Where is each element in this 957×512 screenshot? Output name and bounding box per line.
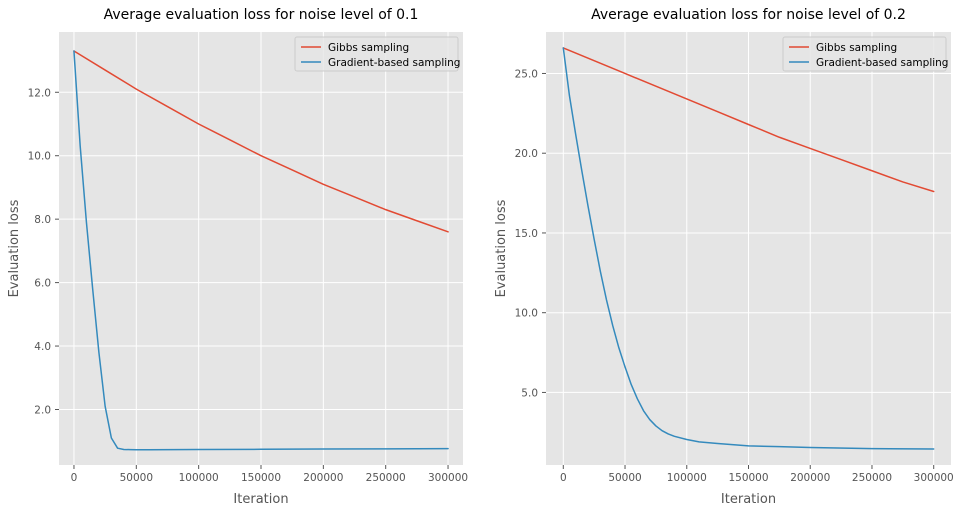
legend-entry-right-0: Gibbs sampling: [816, 42, 897, 54]
y-axis-label-right: Evaluation loss: [494, 199, 509, 297]
legend-right: Gibbs sampling Gradient-based sampling: [782, 36, 948, 72]
x-tick-label-right-3: 150000: [728, 472, 768, 484]
y-tick-label-left-5: 12.0: [28, 87, 51, 99]
x-tick-label-right-5: 250000: [852, 472, 892, 484]
legend-entry-left-0: Gibbs sampling: [328, 42, 409, 54]
legend-entry-left-1: Gradient-based sampling: [328, 57, 460, 69]
y-tick-label-left-0: 2.0: [34, 404, 51, 416]
chart-noise-0-2: 0 50000 100000 150000 200000 250000 300000 5.0 1…: [494, 7, 954, 507]
x-tick-label-right-1: 50000: [608, 472, 641, 484]
tick-labels-left: 0 50000 100000 150000 200000 250000 300000 2.0 4…: [28, 87, 468, 484]
series-left: [73, 50, 449, 451]
y-tick-label-right-0: 5.0: [521, 387, 538, 399]
x-tick-label-left-0: 0: [71, 472, 78, 484]
legend-left: Gibbs sampling Gradient-based sampling: [294, 36, 460, 72]
chart-title-left: Average evaluation loss for noise level …: [104, 7, 419, 23]
x-axis-label-left: Iteration: [233, 492, 288, 507]
x-tick-label-right-6: 300000: [914, 472, 954, 484]
x-tick-label-left-5: 250000: [366, 472, 406, 484]
legend-box-left: [294, 36, 459, 72]
x-axis-label-right: Iteration: [721, 492, 776, 507]
y-axis-label-left: Evaluation loss: [7, 199, 22, 297]
y-tick-label-right-3: 20.0: [515, 148, 538, 160]
legend-box-right: [782, 36, 947, 72]
x-tick-label-right-2: 100000: [667, 472, 707, 484]
x-tick-label-left-1: 50000: [120, 472, 153, 484]
y-tick-label-right-2: 15.0: [515, 228, 538, 240]
y-tick-label-right-4: 25.0: [515, 68, 538, 80]
chart-noise-0-1: 0 50000 100000 150000 200000 250000 300000 2.0 4…: [7, 7, 468, 507]
series-line-left-0: [73, 50, 449, 233]
y-tick-label-left-3: 8.0: [34, 214, 51, 226]
y-tick-label-left-4: 10.0: [28, 151, 51, 163]
legend-entry-right-1: Gradient-based sampling: [816, 57, 948, 69]
x-tick-label-left-6: 300000: [428, 472, 468, 484]
series-line-right-0: [562, 47, 935, 193]
gridlines-left: [59, 32, 463, 465]
tick-labels-right: 0 50000 100000 150000 200000 250000 300000 5.0 1…: [515, 68, 954, 484]
series-right: [562, 47, 935, 450]
y-tick-label-right-1: 10.0: [515, 308, 538, 320]
series-line-left-1: [73, 50, 449, 451]
x-tick-label-left-4: 200000: [303, 472, 343, 484]
y-tick-label-left-1: 4.0: [34, 341, 51, 353]
gridlines-right: [546, 32, 951, 465]
x-tick-label-right-4: 200000: [790, 472, 830, 484]
series-line-right-1: [562, 47, 935, 450]
x-tick-label-right-0: 0: [560, 472, 567, 484]
y-tick-label-left-2: 6.0: [34, 278, 51, 290]
x-tick-label-left-3: 150000: [241, 472, 281, 484]
chart-title-right: Average evaluation loss for noise level …: [591, 7, 906, 23]
x-tick-label-left-2: 100000: [179, 472, 219, 484]
